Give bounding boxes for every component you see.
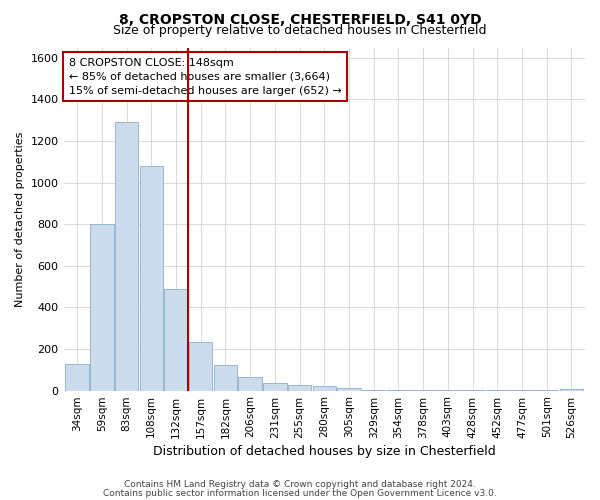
Bar	[288, 386, 311, 390]
Bar	[214, 364, 237, 390]
Bar	[337, 388, 361, 390]
Bar	[90, 224, 113, 390]
Text: Size of property relative to detached houses in Chesterfield: Size of property relative to detached ho…	[113, 24, 487, 37]
Text: Contains public sector information licensed under the Open Government Licence v3: Contains public sector information licen…	[103, 488, 497, 498]
Y-axis label: Number of detached properties: Number of detached properties	[15, 132, 25, 306]
Bar	[140, 166, 163, 390]
Bar	[189, 342, 212, 390]
Bar	[65, 364, 89, 390]
Bar	[560, 389, 583, 390]
Bar	[313, 386, 336, 390]
Text: Contains HM Land Registry data © Crown copyright and database right 2024.: Contains HM Land Registry data © Crown c…	[124, 480, 476, 489]
Bar	[238, 377, 262, 390]
Bar	[115, 122, 139, 390]
Bar	[263, 384, 287, 390]
X-axis label: Distribution of detached houses by size in Chesterfield: Distribution of detached houses by size …	[153, 444, 496, 458]
Text: 8, CROPSTON CLOSE, CHESTERFIELD, S41 0YD: 8, CROPSTON CLOSE, CHESTERFIELD, S41 0YD	[119, 12, 481, 26]
Text: 8 CROPSTON CLOSE: 148sqm
← 85% of detached houses are smaller (3,664)
15% of sem: 8 CROPSTON CLOSE: 148sqm ← 85% of detach…	[69, 58, 341, 96]
Bar	[164, 288, 188, 390]
